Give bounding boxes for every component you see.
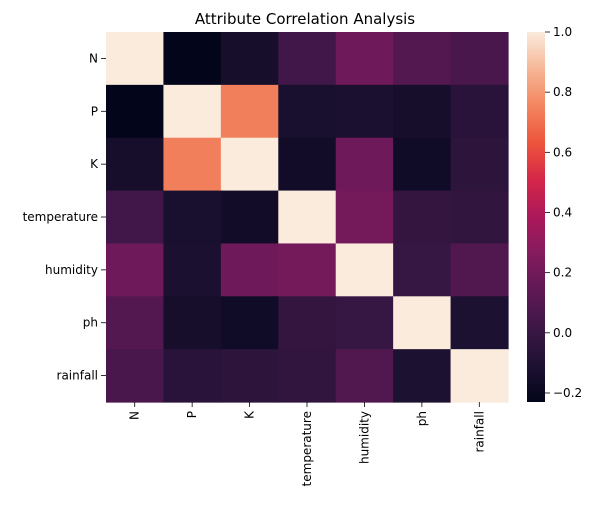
heatmap-cell-temperature-K xyxy=(220,190,279,245)
heatmap-cell-humidity-rainfall xyxy=(450,243,509,297)
heatmap-cell-K-temperature xyxy=(278,137,337,192)
colorbar-tick-label: −0.2 xyxy=(553,386,582,400)
heatmap-cell-humidity-K xyxy=(220,243,279,297)
row-label-P: P xyxy=(91,104,98,118)
heatmap-cell-temperature-ph xyxy=(393,190,452,245)
heatmap-cell-K-K xyxy=(220,137,279,192)
heatmap-cell-rainfall-N xyxy=(106,349,165,403)
heatmap-cell-ph-ph xyxy=(393,296,452,350)
heatmap-cell-ph-humidity xyxy=(335,296,394,350)
heatmap-cell-P-K xyxy=(220,84,279,139)
colorbar-tick-label: 0.6 xyxy=(553,145,572,159)
row-label-temperature: temperature xyxy=(23,210,98,224)
heatmap-cell-N-ph xyxy=(393,32,452,86)
heatmap-cell-ph-rainfall xyxy=(450,296,509,350)
heatmap-cell-N-temperature xyxy=(278,32,337,86)
heatmap-cell-P-N xyxy=(106,84,165,139)
heatmap-cell-temperature-temperature xyxy=(278,190,337,245)
column-label-humidity: humidity xyxy=(357,411,371,464)
heatmap-cell-rainfall-rainfall xyxy=(450,349,509,403)
column-label-rainfall: rainfall xyxy=(472,411,486,452)
heatmap-cell-N-K xyxy=(220,32,279,86)
row-label-ph: ph xyxy=(83,316,98,330)
heatmap-cell-N-rainfall xyxy=(450,32,509,86)
heatmap-cell-temperature-P xyxy=(163,190,222,245)
heatmap-cell-rainfall-ph xyxy=(393,349,452,403)
heatmap-cell-N-humidity xyxy=(335,32,394,86)
colorbar-tick-label: 0.0 xyxy=(553,326,572,340)
heatmap-cell-rainfall-K xyxy=(220,349,279,403)
heatmap-cell-N-P xyxy=(163,32,222,86)
heatmap-cell-K-P xyxy=(163,137,222,192)
heatmap-cell-K-rainfall xyxy=(450,137,509,192)
heatmap-cell-rainfall-humidity xyxy=(335,349,394,403)
colorbar-tick-label: 0.2 xyxy=(553,266,572,280)
heatmap-cell-P-rainfall xyxy=(450,84,509,139)
colorbar: −0.2 0.0 0.2 0.4 0.6 0.8 1.0 xyxy=(527,25,582,402)
heatmap-cell-humidity-N xyxy=(106,243,165,297)
heatmap-cell-K-humidity xyxy=(335,137,394,192)
heatmap-cell-P-humidity xyxy=(335,84,394,139)
heatmap-cell-rainfall-temperature xyxy=(278,349,337,403)
heatmap-cell-ph-N xyxy=(106,296,165,350)
heatmap-cell-temperature-rainfall xyxy=(450,190,509,245)
column-label-ph: ph xyxy=(415,411,429,426)
heatmap-cell-temperature-humidity xyxy=(335,190,394,245)
row-label-rainfall: rainfall xyxy=(57,369,98,383)
heatmap-cell-temperature-N xyxy=(106,190,165,245)
heatmap-cell-N-N xyxy=(106,32,165,86)
heatmap-cell-P-temperature xyxy=(278,84,337,139)
row-label-humidity: humidity xyxy=(45,263,98,277)
heatmap-cells xyxy=(106,32,509,403)
heatmap-cell-humidity-humidity xyxy=(335,243,394,297)
colorbar-tick-label: 0.4 xyxy=(553,205,572,219)
column-label-P: P xyxy=(185,411,199,418)
colorbar-tick-label: 0.8 xyxy=(553,85,572,99)
heatmap-cell-ph-P xyxy=(163,296,222,350)
heatmap-cell-humidity-P xyxy=(163,243,222,297)
column-label-temperature: temperature xyxy=(300,411,314,486)
heatmap-cell-humidity-temperature xyxy=(278,243,337,297)
heatmap-cell-P-P xyxy=(163,84,222,139)
row-label-K: K xyxy=(90,157,99,171)
column-label-K: K xyxy=(243,410,257,419)
chart-title: Attribute Correlation Analysis xyxy=(195,10,415,28)
row-label-N: N xyxy=(89,51,98,65)
colorbar-tick-label: 1.0 xyxy=(553,25,572,39)
heatmap-cell-K-N xyxy=(106,137,165,192)
heatmap-cell-rainfall-P xyxy=(163,349,222,403)
heatmap-cell-humidity-ph xyxy=(393,243,452,297)
heatmap-cell-ph-K xyxy=(220,296,279,350)
column-label-N: N xyxy=(128,411,142,420)
colorbar-gradient xyxy=(527,32,545,402)
heatmap-cell-K-ph xyxy=(393,137,452,192)
heatmap-cell-P-ph xyxy=(393,84,452,139)
heatmap-cell-ph-temperature xyxy=(278,296,337,350)
